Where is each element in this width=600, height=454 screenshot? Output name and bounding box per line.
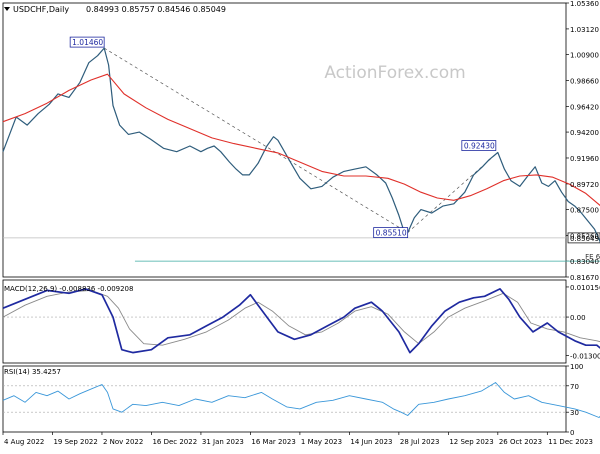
price-moving-average-line — [2, 73, 600, 207]
price-header-symbol: USDCHF,Daily — [13, 5, 69, 14]
macd-signal-line — [2, 289, 600, 346]
trendline — [407, 152, 499, 233]
x-tick-label: 28 Jul 2023 — [400, 438, 440, 446]
price-y-tick-label: 1.03120 — [570, 26, 599, 34]
frame-layer — [2, 2, 567, 433]
x-tick-label: 19 Sep 2022 — [53, 438, 97, 446]
header-dropdown-icon — [4, 7, 10, 11]
macd-panel-frame — [2, 279, 567, 364]
price-y-tick-label: 0.98660 — [570, 77, 599, 85]
price-y-tick-label: 0.87500 — [570, 207, 599, 215]
rsi-y-tick-label: 0 — [570, 429, 574, 437]
x-tick-label: 11 Dec 2023 — [548, 438, 593, 446]
current-price-label: 0.85049 — [570, 235, 599, 243]
x-tick-label: 1 May 2023 — [301, 438, 342, 446]
price-header-ohlc: 0.84993 0.85757 0.84546 0.85049 — [86, 5, 226, 14]
x-tick-label: 2 Nov 2022 — [103, 438, 143, 446]
rsi-rsi-line — [2, 382, 600, 418]
annotation-box — [461, 140, 497, 151]
price-panel-frame — [2, 2, 567, 278]
text-layer: 1.05360 1.03120 1.00900 0.98660 0.96420 0.942… — [4, 0, 600, 446]
price-y-tick-label: 1.00900 — [570, 52, 599, 60]
annotation-label: 0.92430 — [464, 142, 495, 151]
macd-macd-line — [2, 288, 600, 354]
price-y-tick-label: 0.83040 — [570, 258, 599, 266]
price-y-tick-label: 0.89720 — [570, 181, 599, 189]
x-tick-label: 31 Jan 2023 — [202, 438, 244, 446]
trendline — [103, 47, 408, 233]
price-price-line — [2, 47, 600, 244]
rsi-y-tick-label: 70 — [570, 383, 579, 391]
price-y-tick-label: 1.05360 — [570, 0, 599, 8]
reference-lines — [3, 232, 600, 262]
x-tick-label: 4 Aug 2022 — [4, 438, 44, 446]
price-y-tick-label: 0.91960 — [570, 155, 599, 163]
annotation-box — [373, 227, 409, 238]
trendlines — [103, 47, 499, 233]
price-y-tick-label: 0.85260 — [570, 232, 599, 240]
x-tick-label: 12 Sep 2023 — [449, 438, 493, 446]
rsi-y-tick-label: 30 — [570, 409, 579, 417]
watermark: ActionForex.com — [324, 63, 465, 83]
rsi-panel-frame — [2, 365, 567, 433]
x-tick-label: 14 Jun 2023 — [350, 438, 392, 446]
x-tick-label: 16 Dec 2022 — [152, 438, 197, 446]
series-layer — [2, 47, 600, 418]
macd-y-tick-label: 0.00 — [570, 314, 586, 322]
x-tick-label: 26 Oct 2023 — [499, 438, 542, 446]
price-y-tick-label: 0.96420 — [570, 103, 599, 111]
annotation-label: 1.01460 — [72, 38, 103, 47]
fe-label: FE 61.8 — [585, 253, 600, 261]
annotation-label: 0.85510 — [376, 229, 407, 238]
x-tick-label: 16 Mar 2023 — [251, 438, 295, 446]
macd-y-tick-label: -0.013006 — [570, 353, 600, 361]
macd-y-tick-label: 0.010156 — [570, 284, 600, 292]
price-y-tick-label: 0.94200 — [570, 129, 599, 137]
grid-layer — [2, 2, 569, 435]
macd-title: MACD(12,26,9) -0.008836 -0.009208 — [4, 285, 133, 293]
current-price-tag — [567, 232, 600, 244]
rsi-title: RSI(14) 35.4257 — [4, 368, 61, 376]
price-y-tick-label: 0.81670 — [570, 274, 599, 282]
rsi-y-tick-label: 100 — [570, 363, 583, 371]
annotation-box — [69, 36, 105, 48]
